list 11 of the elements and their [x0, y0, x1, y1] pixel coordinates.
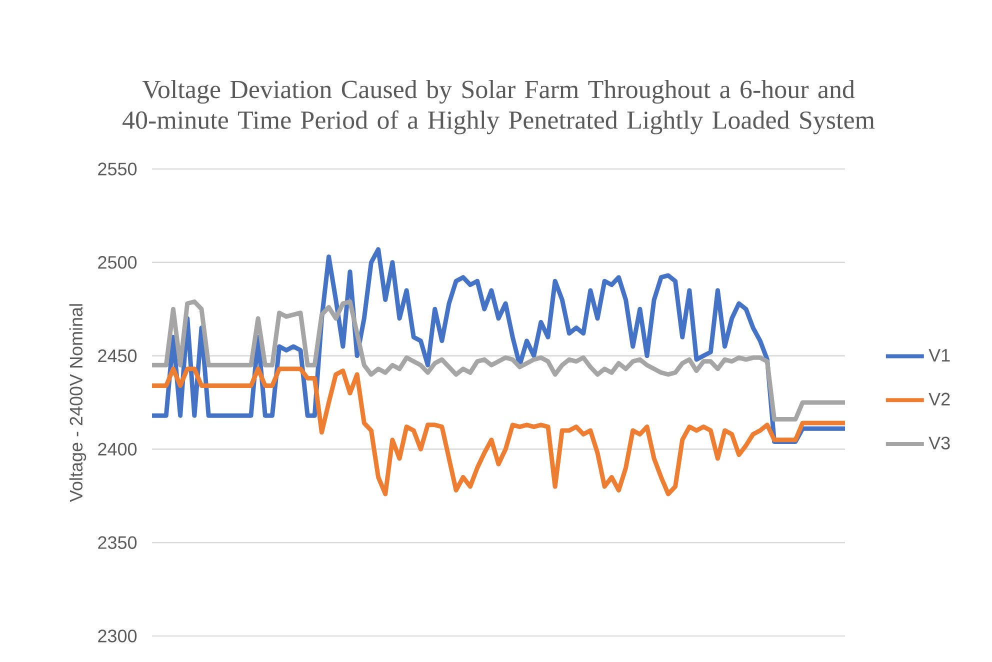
legend-label: V2 — [928, 392, 950, 406]
legend-label: V1 — [928, 349, 950, 362]
y-axis-title: Voltage - 2400V Nominal — [69, 304, 86, 502]
chart-title: Voltage Deviation Caused by Solar Farm Throughout a 6-hour and 40-minute Time Period of a Highly Penetrated Lightly Loaded System — [122, 80, 875, 134]
y-tick-label: 2350 — [98, 536, 137, 549]
y-tick-label: 2450 — [98, 349, 137, 362]
y-tick-label: 2550 — [98, 162, 137, 176]
y-tick-label: 2500 — [98, 256, 137, 269]
legend-label: V3 — [928, 436, 950, 450]
y-tick-label: 2300 — [98, 630, 137, 642]
y-tick-label: 2400 — [98, 442, 137, 456]
